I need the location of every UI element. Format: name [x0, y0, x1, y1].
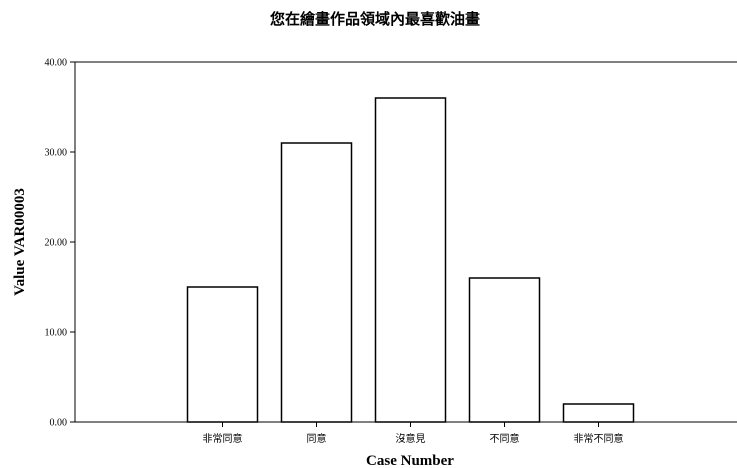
x-tick-label: 不同意 — [490, 432, 520, 445]
bar — [374, 97, 447, 423]
y-tick-label: 40.00 — [45, 58, 68, 69]
x-ticks: 非常同意 同意 沒意見 不同意 非常不同意 — [203, 422, 624, 445]
x-axis-title: Case Number — [366, 453, 454, 468]
y-axis-title: Value VAR00003 — [12, 188, 28, 296]
y-tick-label: 30.00 — [45, 148, 68, 159]
x-tick-label: 同意 — [307, 432, 327, 445]
x-tick-label: 沒意見 — [396, 432, 426, 445]
bar — [186, 286, 259, 423]
bars — [186, 97, 635, 423]
bar — [468, 277, 541, 423]
bar — [280, 142, 353, 423]
y-tick-label: 20.00 — [45, 238, 68, 249]
chart-title: 您在繪畫作品領域內最喜歡油畫 — [269, 10, 480, 28]
x-tick-label: 非常同意 — [203, 432, 243, 445]
x-tick-label: 非常不同意 — [574, 432, 624, 445]
y-tick-label: 10.00 — [45, 328, 68, 339]
bar — [562, 403, 635, 423]
y-tick-label: 0.00 — [50, 418, 68, 429]
plot-area: 0.00 10.00 20.00 30.00 40.00 非常同意 同意 沒意見 不同意 非常不… — [45, 58, 737, 445]
y-ticks: 0.00 10.00 20.00 30.00 40.00 — [45, 58, 75, 429]
